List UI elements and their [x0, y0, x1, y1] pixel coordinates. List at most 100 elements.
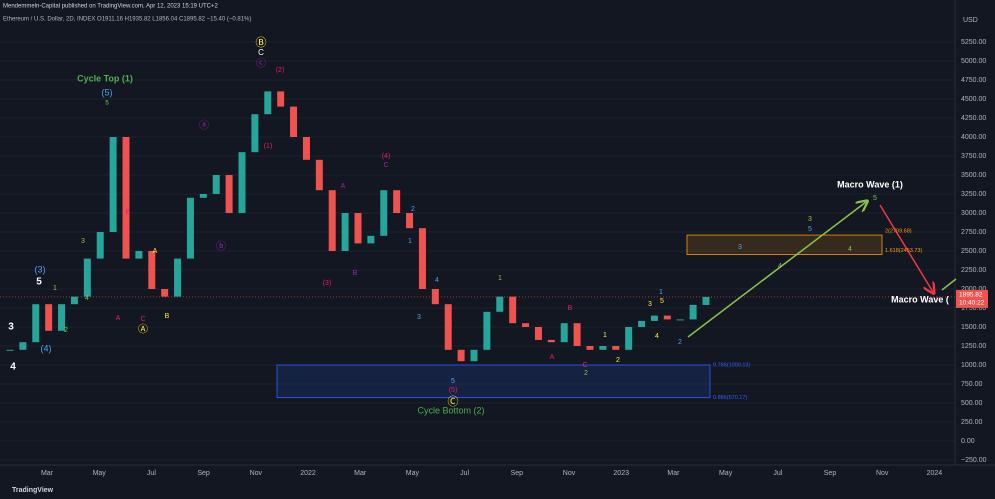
- candle: [238, 152, 246, 213]
- wave-label: 3: [808, 216, 812, 223]
- y-tick-label: 1750.00: [961, 305, 986, 312]
- wave-label: C: [258, 48, 264, 57]
- candle: [58, 304, 66, 331]
- wave-label: Ⓑ: [256, 36, 267, 49]
- candle: [290, 106, 298, 137]
- candle: [212, 175, 220, 194]
- candle: [186, 197, 194, 259]
- x-tick-label: Sep: [511, 470, 524, 477]
- x-tick-label: Mar: [354, 470, 367, 477]
- y-tick-label: 3750.00: [961, 153, 986, 160]
- candle: [534, 327, 542, 340]
- x-tick-label: Mar: [667, 470, 680, 477]
- candle: [315, 159, 323, 191]
- fib-label: 2(2709.68): [885, 229, 912, 235]
- y-tick-label: 3500.00: [961, 172, 986, 179]
- y-tick-label: 1500.00: [961, 324, 986, 331]
- symbol-info: Ethereum / U.S. Dollar, 2D, INDEX O1911.…: [3, 17, 251, 23]
- y-tick-label: 4750.00: [961, 77, 986, 84]
- fib-zone: [686, 234, 883, 255]
- y-tick-label: 5000.00: [961, 58, 986, 65]
- price-tag: [956, 289, 988, 308]
- wave-label: (5): [102, 87, 113, 97]
- wave-label: 4: [778, 263, 782, 270]
- wave-label: ⓐ: [199, 120, 209, 132]
- wave-label: 4: [435, 277, 439, 284]
- wave-label: 4: [10, 362, 16, 373]
- candle: [638, 320, 646, 327]
- candle: [277, 91, 285, 107]
- fib-zone: [276, 364, 711, 399]
- wave-label: (4): [41, 343, 52, 353]
- candle: [418, 228, 426, 289]
- candle: [496, 296, 504, 312]
- wave-label: (5): [449, 387, 458, 394]
- fib-label: 0.786(1000.13): [713, 362, 750, 368]
- candle: [444, 304, 452, 350]
- wave-label: 3: [81, 238, 85, 245]
- projection-arrow: [879, 204, 933, 292]
- candle: [264, 91, 272, 115]
- y-tick-label: 2000.00: [961, 286, 986, 293]
- candle: [560, 323, 568, 343]
- y-tick-label: 4500.00: [961, 96, 986, 103]
- footer-logo: TradingView: [12, 487, 54, 494]
- wave-label: B: [353, 270, 358, 277]
- candle: [96, 232, 104, 259]
- countdown: 10:40:22: [959, 300, 985, 307]
- candle: [650, 315, 658, 321]
- candle: [367, 235, 375, 244]
- x-tick-label: Sep: [824, 470, 837, 477]
- x-tick-label: 2022: [300, 470, 316, 477]
- x-tick-label: Nov: [250, 470, 263, 477]
- wave-label: Ⓒ: [448, 395, 459, 408]
- y-tick-label: 500.00: [961, 400, 983, 407]
- candle: [676, 319, 684, 321]
- wave-label: A: [116, 315, 121, 322]
- candle: [328, 190, 336, 251]
- y-tick-label: 250.00: [961, 419, 983, 426]
- wave-label: 3: [417, 314, 421, 321]
- wave-label: 3: [8, 322, 14, 333]
- x-tick-label: May: [93, 470, 107, 477]
- wave-label: (3): [323, 280, 332, 287]
- wave-label: 5: [660, 298, 664, 305]
- candle: [547, 339, 555, 343]
- wave-label: (2): [276, 67, 285, 74]
- wave-label: A: [153, 248, 158, 255]
- candle: [19, 342, 27, 350]
- x-tick-label: Sep: [197, 470, 210, 477]
- candle: [663, 315, 671, 320]
- axis-unit: USD: [963, 17, 978, 24]
- wave-label: ⓒ: [256, 58, 266, 70]
- candle: [148, 251, 156, 289]
- candle: [109, 137, 117, 232]
- wave-label: 1: [498, 275, 502, 282]
- x-tick-label: 2023: [613, 470, 629, 477]
- wave-label: 4: [848, 246, 852, 253]
- footer-bar: [0, 480, 995, 499]
- x-tick-label: Jul: [773, 470, 782, 477]
- wave-label: 2: [64, 327, 68, 334]
- wave-label: B: [568, 305, 573, 312]
- fib-label: 0.886(570.17): [713, 395, 747, 401]
- wave-label: 3: [648, 301, 652, 308]
- y-tick-label: 4000.00: [961, 134, 986, 141]
- candle: [625, 327, 633, 350]
- candle: [161, 289, 169, 297]
- wave-label: 1: [408, 238, 412, 245]
- fib-label: 1.618(2453.73): [885, 248, 922, 254]
- wave-label: 1: [603, 332, 607, 339]
- y-tick-label: 750.00: [961, 381, 983, 388]
- candle: [70, 296, 78, 305]
- y-tick-label: 2250.00: [961, 267, 986, 274]
- wave-label: C: [140, 316, 145, 323]
- candle: [509, 296, 517, 324]
- candle: [483, 311, 491, 350]
- y-tick-label: 3000.00: [961, 210, 986, 217]
- wave-label: Cycle Top (1): [77, 73, 133, 83]
- candle: [586, 346, 594, 350]
- y-tick-label: 4250.00: [961, 115, 986, 122]
- wave-label: 1: [53, 285, 57, 292]
